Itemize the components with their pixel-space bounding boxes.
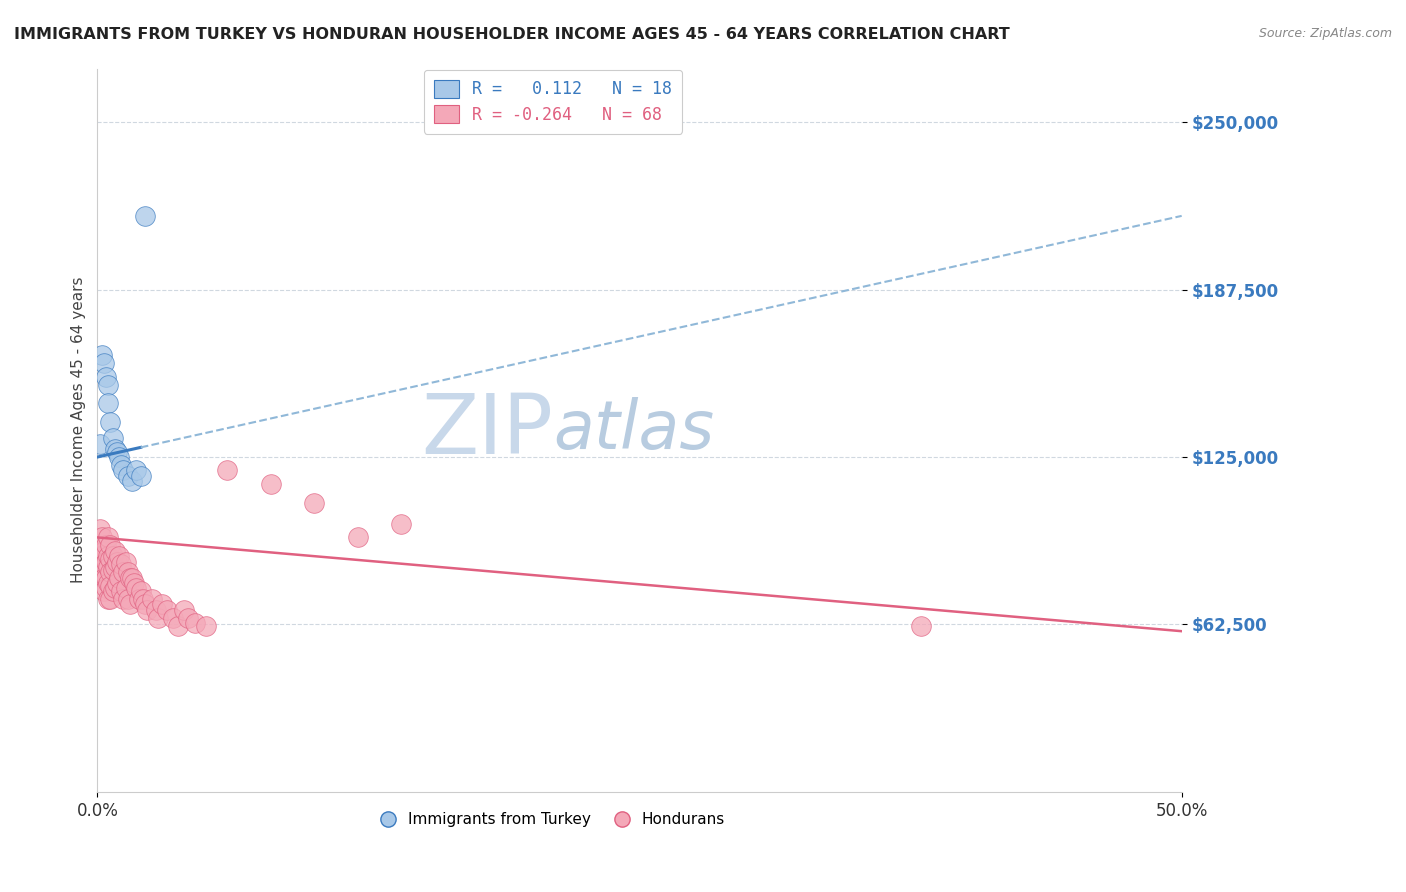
Point [134,598,156,612]
Point [108,571,131,585]
Point [132,592,155,607]
Point [114,582,136,596]
Point [89,436,111,450]
Point [90,530,112,544]
Point [108,549,131,564]
Point [101,563,124,577]
Point [184,616,207,631]
Point [114,555,136,569]
Point [93,544,115,558]
Point [93,356,115,370]
Point [112,463,135,477]
Point [89,522,111,536]
Y-axis label: Householder Income Ages 45 - 64 years: Householder Income Ages 45 - 64 years [72,277,86,583]
Point [97,576,120,591]
Point [98,415,121,429]
Point [112,566,135,580]
Point [105,444,128,458]
Point [104,544,127,558]
Point [97,530,120,544]
Point [93,571,115,585]
Point [89,544,111,558]
Point [156,603,179,617]
Point [97,377,120,392]
Point [122,576,145,591]
Point [134,209,156,223]
Point [125,463,148,477]
Point [910,619,932,633]
Legend: Immigrants from Turkey, Hondurans: Immigrants from Turkey, Hondurans [373,805,733,835]
Point [105,576,128,591]
Point [117,592,139,607]
Point [104,442,127,456]
Point [98,566,121,580]
Point [98,538,121,552]
Point [118,598,141,612]
Point [105,555,128,569]
Point [117,468,139,483]
Point [90,348,112,362]
Point [217,463,239,477]
Point [128,592,150,607]
Point [90,566,112,580]
Point [162,611,184,625]
Point [110,584,132,599]
Point [129,584,152,599]
Point [260,476,283,491]
Point [112,592,135,607]
Point [97,592,120,607]
Point [94,369,117,384]
Point [117,566,139,580]
Point [141,592,163,607]
Point [101,584,124,599]
Point [173,603,195,617]
Text: ZIP: ZIP [420,390,553,471]
Point [346,530,368,544]
Point [94,538,117,552]
Point [129,468,152,483]
Point [136,603,159,617]
Point [145,603,167,617]
Point [110,558,132,572]
Point [98,552,121,566]
Point [118,571,141,585]
Point [93,584,115,599]
Point [94,555,117,569]
Text: atlas: atlas [553,397,714,463]
Point [110,458,132,472]
Point [125,582,148,596]
Text: IMMIGRANTS FROM TURKEY VS HONDURAN HOUSEHOLDER INCOME AGES 45 - 64 YEARS CORRELA: IMMIGRANTS FROM TURKEY VS HONDURAN HOUSE… [14,27,1010,42]
Point [152,598,174,612]
Point [104,582,127,596]
Point [121,571,143,585]
Point [146,611,169,625]
Point [302,495,325,509]
Point [101,431,124,445]
Point [166,619,188,633]
Point [98,592,121,607]
Point [93,558,115,572]
Point [97,396,120,410]
Point [98,579,121,593]
Point [194,619,217,633]
Point [108,450,131,464]
Point [97,549,120,564]
Point [97,560,120,574]
Point [101,549,124,564]
Point [104,560,127,574]
Point [90,549,112,564]
Text: Source: ZipAtlas.com: Source: ZipAtlas.com [1258,27,1392,40]
Point [389,516,412,531]
Point [121,474,143,488]
Point [177,611,200,625]
Point [94,582,117,596]
Point [94,571,117,585]
